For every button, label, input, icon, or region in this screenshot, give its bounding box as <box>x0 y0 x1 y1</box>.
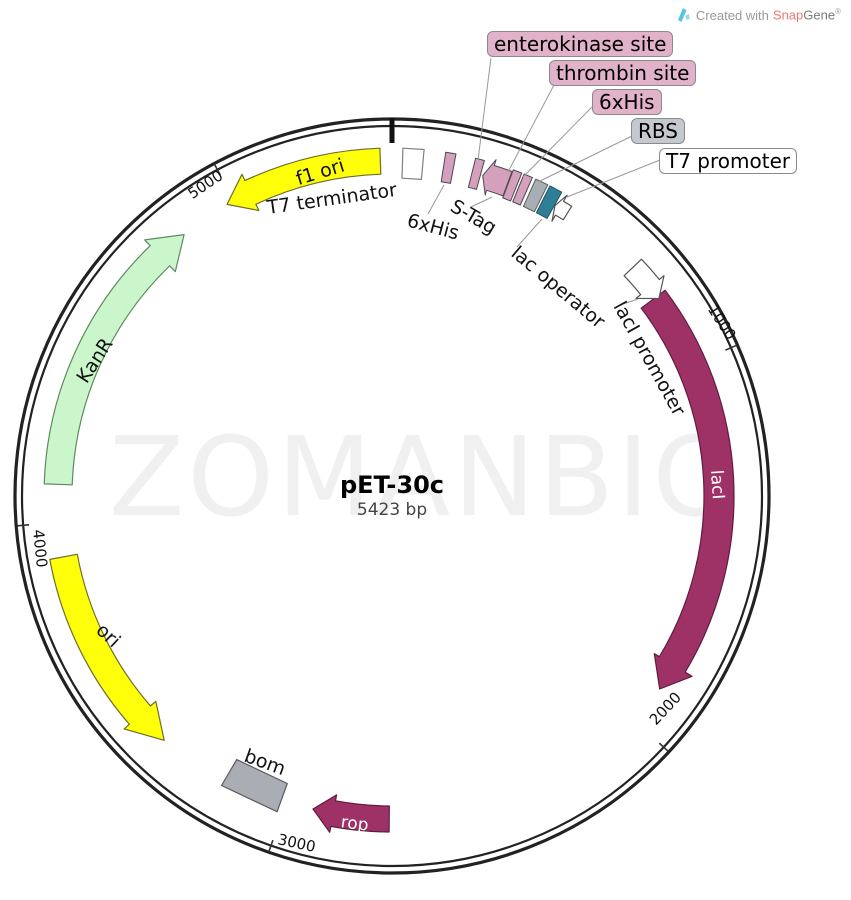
leader-6xhis-top <box>522 106 593 178</box>
snapgene-icon <box>677 8 690 22</box>
leader-lac-operator <box>516 218 543 248</box>
plasmid-ring <box>13 117 771 875</box>
tick-1000 <box>725 344 737 351</box>
laci-label: lacI <box>706 469 728 500</box>
leader-t7-promoter <box>566 159 661 198</box>
feature-enterokinase-site <box>467 157 485 190</box>
tick-label-2000: 2000 <box>646 688 685 728</box>
attribution-gene: Gene <box>803 7 836 23</box>
leader-lines <box>427 57 661 305</box>
plasmid-size: 5423 bp <box>356 500 428 520</box>
feature-bom <box>220 759 288 813</box>
tick-5000 <box>213 164 222 176</box>
snapgene-attribution: Created with SnapGene® <box>676 7 841 23</box>
attribution-prefix: Created with <box>695 7 769 23</box>
tick-label-3000: 3000 <box>276 830 317 856</box>
tick-3000 <box>268 839 274 852</box>
feature-s-tag <box>482 159 513 197</box>
feature-t7-terminator <box>401 147 425 180</box>
lac-operator-label: lac operator <box>507 242 609 333</box>
feature-thrombin-site <box>502 169 523 202</box>
leader-laci-promoter <box>622 298 639 305</box>
tick-label-4000: 4000 <box>29 529 51 569</box>
feature-f1-ori <box>226 147 382 212</box>
leader-s-tag <box>470 196 493 208</box>
attribution-snap: Snap <box>772 7 804 23</box>
leader-enterokinase <box>477 57 492 161</box>
tick-4000 <box>17 524 30 527</box>
leader-rbs <box>537 135 633 183</box>
feature-t7-promoter <box>551 194 573 222</box>
callout-6xhis: 6xHis <box>592 89 662 115</box>
feature-lac-operator <box>535 185 563 219</box>
feature-6xhis-c <box>440 151 457 184</box>
callout-thrombin-site: thrombin site <box>549 60 697 86</box>
callout-enterokinase-site: enterokinase site <box>487 31 674 57</box>
attribution-registered: ® <box>835 7 841 17</box>
feature-6xhis-n <box>512 173 533 206</box>
feature-rbs <box>522 178 549 213</box>
watermark: ZOMANBIO <box>109 413 742 541</box>
tick-2000 <box>658 742 669 752</box>
callout-t7-promoter: T7 promoter <box>659 148 798 174</box>
feature-laci <box>640 289 735 690</box>
features <box>43 147 735 833</box>
rop-label: rop <box>340 812 370 835</box>
plasmid-name: pET-30c <box>339 471 444 499</box>
tick-label-5000: 5000 <box>185 166 227 202</box>
plasmid-title-block: pET-30c 5423 bp <box>242 471 542 520</box>
feature-rop <box>312 794 390 833</box>
feature-ori <box>49 553 165 741</box>
leader-thrombin <box>507 84 555 173</box>
callout-rbs: RBS <box>631 118 685 144</box>
tick-marks <box>17 164 737 852</box>
leader-6xhis-near <box>427 184 445 215</box>
feature-laci-promoter <box>623 258 665 300</box>
feature-kanr <box>43 234 185 486</box>
